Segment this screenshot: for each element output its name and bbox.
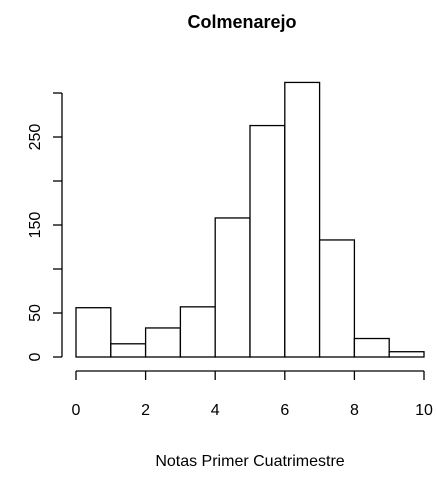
histogram-bar-7 <box>318 239 356 358</box>
histogram-bar-6 <box>284 81 321 358</box>
y-tick-label-5: 250 <box>27 124 44 151</box>
histogram-bar-1 <box>110 343 147 358</box>
histogram-bar-4 <box>214 217 251 358</box>
histogram-bars <box>75 81 425 358</box>
y-axis: 0 50 150 250 <box>27 92 63 361</box>
x-tick-label-3: 6 <box>280 402 289 419</box>
x-tick-label-1: 2 <box>141 402 150 419</box>
histogram-bar-0 <box>75 307 112 358</box>
chart-title: Colmenarejo <box>187 12 296 32</box>
x-axis-label: Notas Primer Cuatrimestre <box>155 453 344 470</box>
x-axis: 0 2 4 6 8 10 <box>72 370 433 419</box>
x-tick-label-0: 0 <box>72 402 81 419</box>
x-tick-label-5: 10 <box>415 402 433 419</box>
histogram-bar-2 <box>144 327 182 358</box>
y-tick-label-0: 0 <box>27 352 44 361</box>
y-tick-label-3: 150 <box>27 212 44 239</box>
histogram-bar-9 <box>388 351 425 358</box>
histogram-bar-3 <box>179 306 216 358</box>
x-tick-label-2: 4 <box>211 402 220 419</box>
histogram-bar-8 <box>353 337 390 358</box>
x-tick-label-4: 8 <box>350 402 359 419</box>
y-tick-label-1: 50 <box>27 304 44 322</box>
histogram-bar-5 <box>249 124 286 358</box>
